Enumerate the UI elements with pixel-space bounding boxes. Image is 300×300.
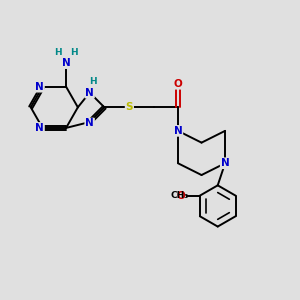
Text: H: H xyxy=(54,48,62,57)
Text: N: N xyxy=(35,123,44,133)
Text: O: O xyxy=(176,190,185,201)
Text: H: H xyxy=(70,48,78,57)
Text: CH₃: CH₃ xyxy=(170,191,189,200)
Text: N: N xyxy=(85,118,94,128)
Text: N: N xyxy=(221,158,230,168)
Text: N: N xyxy=(85,88,94,98)
Text: N: N xyxy=(174,126,182,136)
Text: N: N xyxy=(35,82,44,92)
Text: N: N xyxy=(62,58,70,68)
Text: O: O xyxy=(174,79,182,89)
Text: H: H xyxy=(89,77,96,86)
Text: S: S xyxy=(126,102,133,112)
